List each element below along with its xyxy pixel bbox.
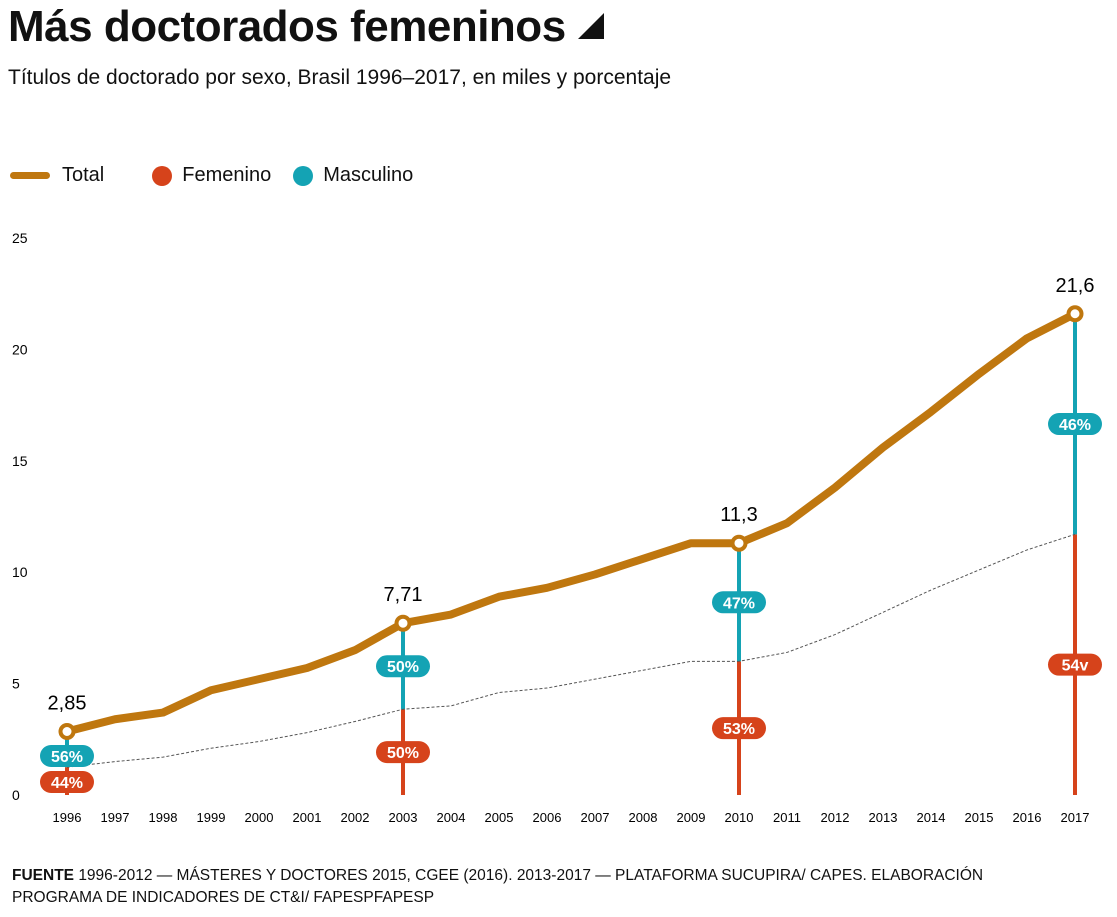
y-tick-label: 20 [12, 341, 28, 357]
x-tick-label: 2010 [725, 810, 754, 825]
total-value-label: 21,6 [1056, 275, 1095, 297]
femenino-line [66, 533, 1076, 768]
legend-total: Total [10, 164, 104, 187]
x-tick-label: 2001 [293, 810, 322, 825]
masculino-pct-label: 50% [387, 659, 419, 676]
x-tick-label: 2003 [389, 810, 418, 825]
femenino-pct-pill [40, 771, 94, 793]
total-value-label: 7,71 [384, 584, 423, 606]
total-value-label: 11,3 [720, 504, 757, 526]
y-tick-label: 25 [12, 230, 28, 246]
masculino-pct-pill [1048, 413, 1102, 436]
legend-label: Masculino [323, 164, 414, 186]
chart-subtitle: Títulos de doctorado por sexo, Brasil 19… [8, 66, 672, 89]
x-tick-label: 2015 [965, 810, 994, 825]
x-tick-label: 2017 [1061, 810, 1090, 825]
femenino-pct-pill [376, 741, 430, 764]
y-tick-label: 15 [12, 453, 28, 469]
x-tick-label: 2016 [1013, 810, 1042, 825]
x-tick-label: 2002 [341, 810, 370, 825]
total-swatch [10, 172, 50, 179]
x-tick-label: 2006 [533, 810, 562, 825]
masculino-pct-pill [376, 655, 430, 678]
x-tick-label: 2007 [581, 810, 610, 825]
triangle-icon [577, 13, 604, 39]
legend-label: Femenino [182, 164, 272, 186]
legend-femenino: Femenino [152, 164, 271, 187]
y-tick-label: 0 [12, 787, 20, 803]
source-label: FUENTE [12, 867, 74, 884]
legend: Total Femenino Masculino [10, 164, 435, 187]
total-line [63, 309, 1079, 736]
x-tick-label: 1996 [53, 810, 82, 825]
y-tick-label: 5 [12, 676, 20, 692]
masculino-swatch [293, 165, 314, 186]
legend-masculino: Masculino [293, 164, 413, 187]
source-note: FUENTE 1996-2012 — MÁSTERES Y DOCTORES 2… [12, 865, 1072, 909]
total-marker [58, 723, 76, 741]
x-tick-label: 2008 [629, 810, 658, 825]
x-tick-label: 2004 [437, 810, 466, 825]
x-tick-label: 2009 [677, 810, 706, 825]
femenino-pct-pill [1048, 653, 1102, 676]
femenino-pct-label: 50% [387, 745, 419, 762]
x-tick-label: 2014 [917, 810, 946, 825]
total-value-label: 2,85 [48, 693, 87, 715]
masculino-pct-label: 46% [1059, 417, 1091, 434]
masculino-pct-pill [712, 591, 766, 614]
masculino-pct-label: 56% [51, 749, 83, 766]
x-tick-label: 2013 [869, 810, 898, 825]
x-tick-label: 1997 [101, 810, 130, 825]
femenino-swatch [152, 165, 173, 186]
masculino-pct-label: 47% [723, 595, 755, 612]
x-tick-label: 1999 [197, 810, 226, 825]
x-tick-label: 2011 [773, 810, 801, 825]
femenino-pct-label: 53% [723, 721, 755, 738]
chart-title: Más doctorados femeninos [8, 2, 604, 52]
title-text: Más doctorados femeninos [8, 2, 566, 51]
total-marker [394, 614, 412, 632]
x-tick-label: 2005 [485, 810, 514, 825]
total-marker [730, 534, 748, 552]
femenino-pct-pill [712, 717, 766, 740]
x-tick-label: 1998 [149, 810, 178, 825]
legend-label: Total [62, 164, 105, 186]
x-tick-label: 2012 [821, 810, 850, 825]
masculino-pct-pill [40, 745, 94, 767]
y-tick-label: 10 [12, 564, 28, 580]
total-marker [1066, 305, 1084, 323]
x-tick-label: 2000 [245, 810, 274, 825]
femenino-pct-label: 44% [51, 775, 83, 792]
source-text: 1996-2012 — MÁSTERES Y DOCTORES 2015, CG… [12, 867, 984, 906]
femenino-pct-label: 54v [1062, 658, 1089, 675]
